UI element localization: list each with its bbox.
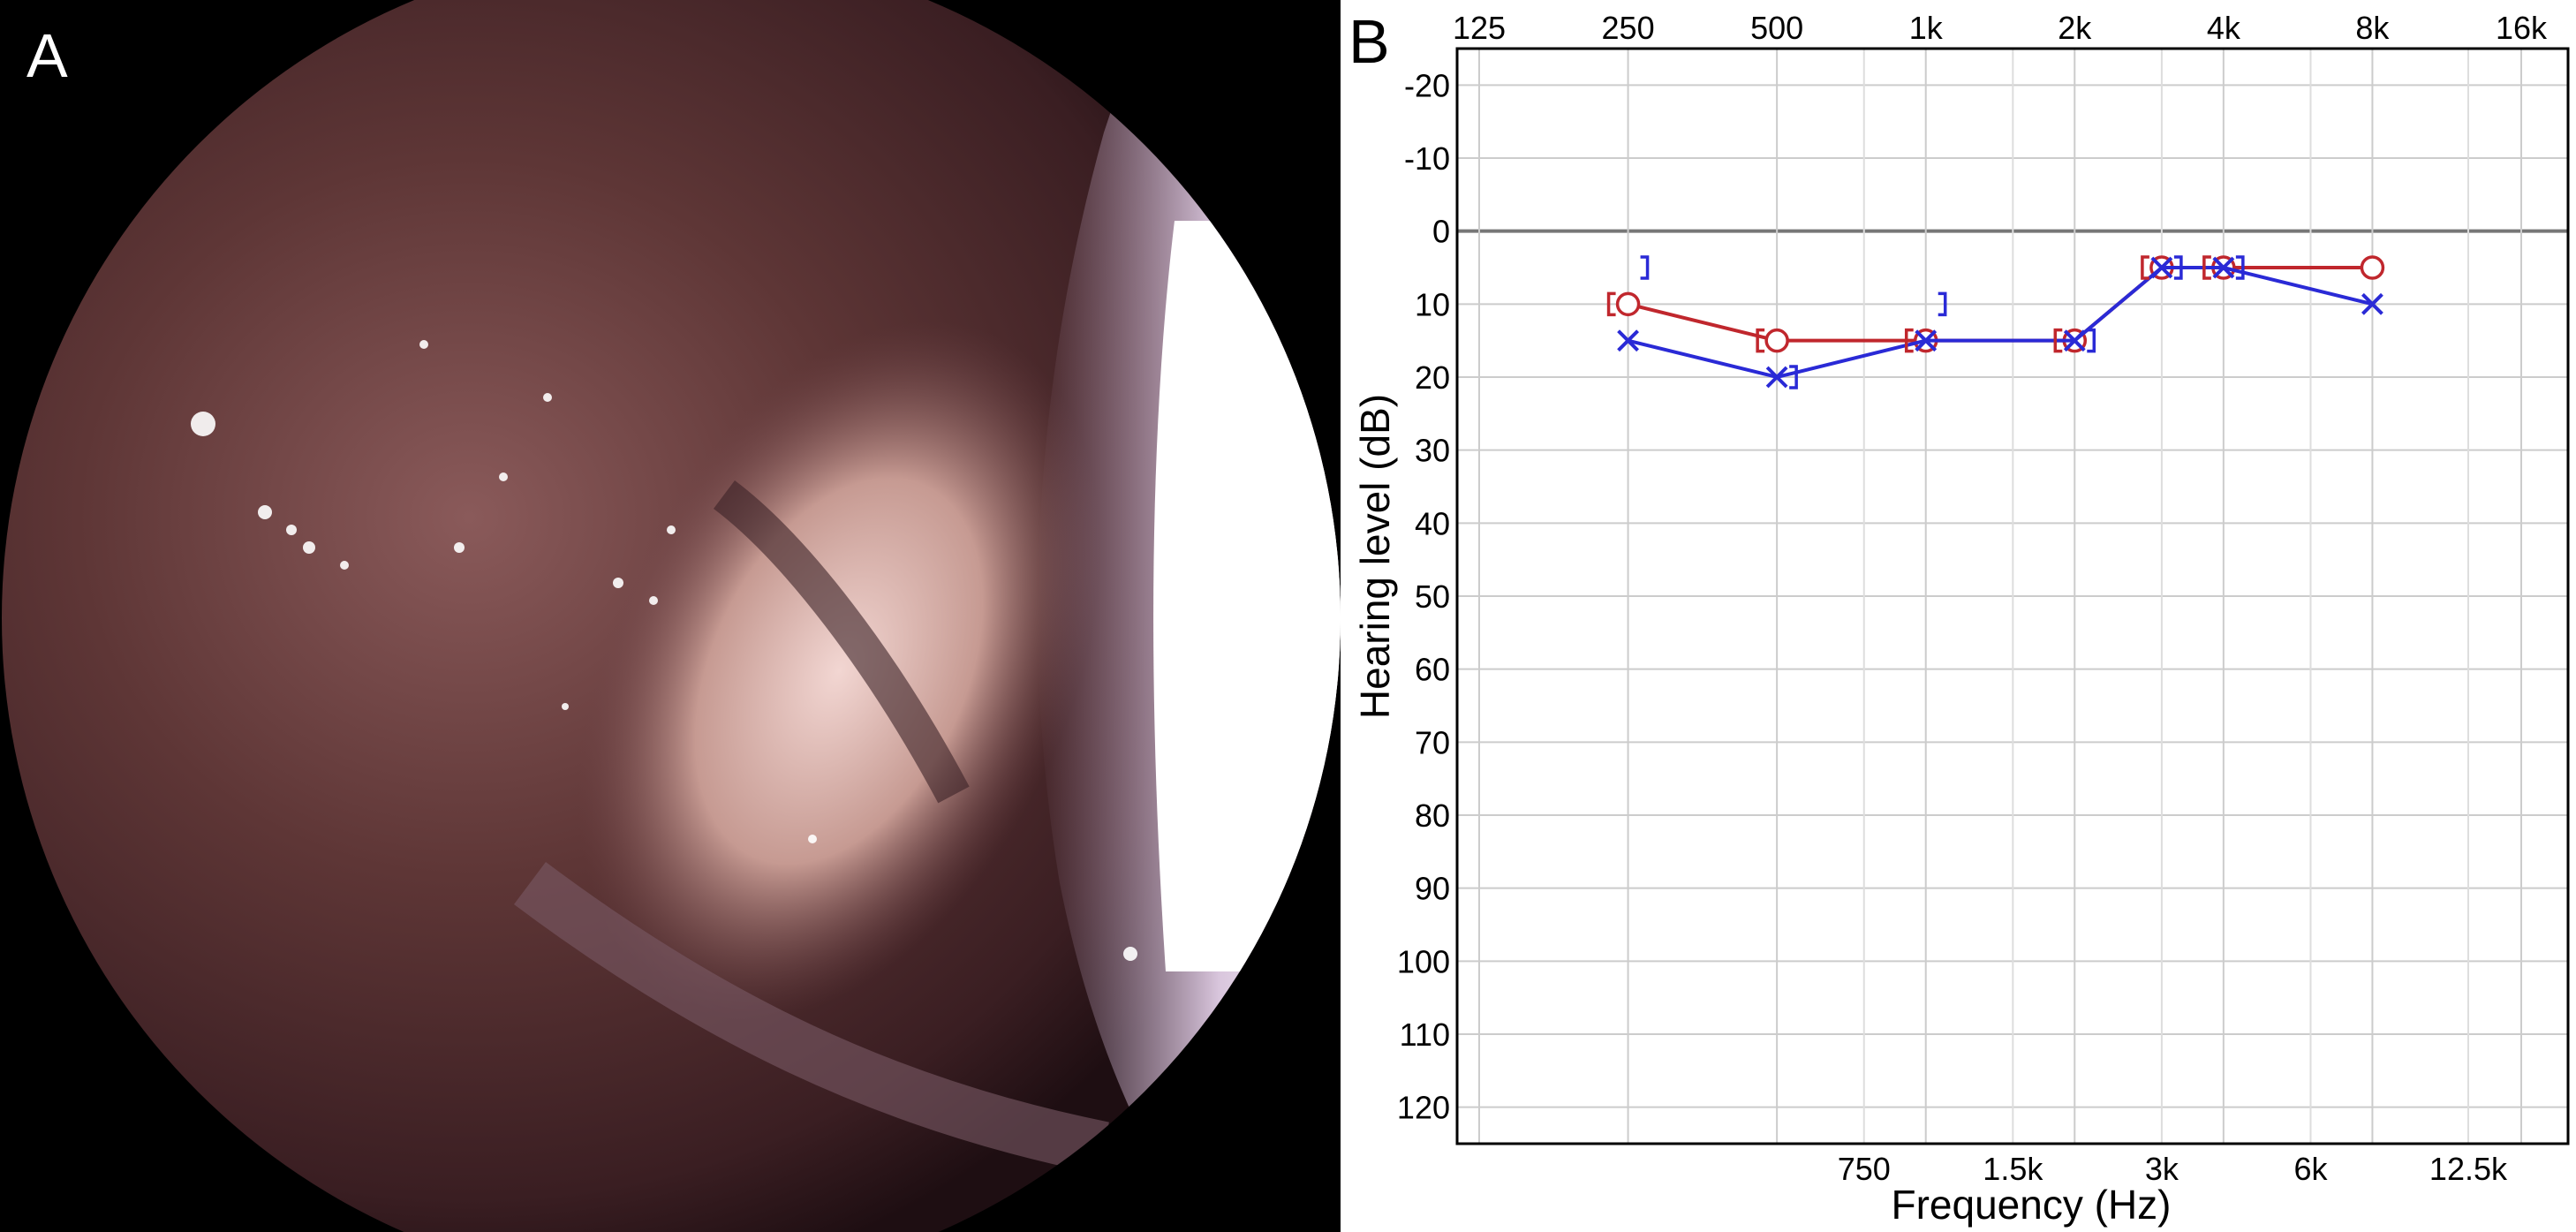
- endoscopic-photo: [0, 0, 1341, 1232]
- y-axis-label: Hearing level (dB): [1352, 393, 1398, 720]
- x-marker: [2063, 329, 2086, 352]
- y-tick-label: 10: [1415, 286, 1450, 322]
- circle-marker: [2360, 255, 2385, 280]
- bracket-right-marker: [1640, 255, 1650, 280]
- panel-b-label: B: [1348, 7, 1390, 76]
- x-marker: [2361, 292, 2383, 315]
- x-axis-label: Frequency (Hz): [1891, 1182, 2172, 1228]
- x-top-tick-label: 500: [1750, 10, 1803, 46]
- bracket-left-marker: [1904, 328, 1914, 353]
- circle-marker: [1764, 328, 1789, 353]
- x-top-tick-label: 125: [1453, 10, 1506, 46]
- data-series: [1606, 255, 2385, 389]
- x-bottom-tick-label: 3k: [2145, 1151, 2179, 1187]
- panel-a-label: A: [26, 21, 68, 90]
- y-tick-label: 80: [1415, 797, 1450, 834]
- y-tick-label: 30: [1415, 433, 1450, 469]
- y-tick-label: 60: [1415, 652, 1450, 688]
- bracket-right-marker: [2235, 255, 2245, 280]
- y-tick-label: 70: [1415, 724, 1450, 760]
- x-marker: [1765, 366, 1788, 389]
- y-tick-label: 100: [1397, 943, 1450, 979]
- x-bottom-tick-label: 12.5k: [2429, 1151, 2508, 1187]
- x-bottom-tick-label: 1.5k: [1983, 1151, 2043, 1187]
- tick-labels: -20 -10 0 10 20 30 40 50 60 70 80 90 100 110 120 125 250…: [1397, 10, 2548, 1187]
- x-marker: [2212, 256, 2235, 279]
- bracket-right-marker: [2087, 328, 2096, 353]
- x-top-tick-label: 250: [1602, 10, 1655, 46]
- y-tick-label: 50: [1415, 578, 1450, 615]
- grid: [1457, 49, 2568, 1144]
- y-tick-label: 40: [1415, 505, 1450, 541]
- bracket-left-marker: [1606, 291, 1616, 317]
- y-tick-label: -10: [1404, 140, 1450, 177]
- circle-marker: [1615, 291, 1641, 317]
- x-bottom-tick-label: 750: [1838, 1151, 1891, 1187]
- x-marker: [2150, 256, 2173, 279]
- y-tick-label: 0: [1432, 214, 1450, 250]
- x-top-tick-label: 2k: [2058, 10, 2092, 46]
- bracket-left-marker: [2141, 255, 2149, 280]
- bracket-left-marker: [2053, 328, 2063, 353]
- x-top-tick-label: 8k: [2355, 10, 2390, 46]
- x-bottom-tick-label: 6k: [2293, 1151, 2328, 1187]
- y-tick-label: 110: [1400, 1017, 1450, 1053]
- series-1-x: [1617, 256, 2383, 389]
- x-top-tick-label: 4k: [2207, 10, 2241, 46]
- x-marker: [1617, 329, 1639, 352]
- y-tick-label: 20: [1415, 359, 1450, 396]
- y-tick-label: -20: [1404, 67, 1450, 103]
- x-top-tick-label: 1k: [1909, 10, 1944, 46]
- series-2-bracket-left: [1606, 255, 2211, 353]
- bracket-left-marker: [2202, 255, 2211, 280]
- bracket-right-marker: [1938, 291, 1947, 317]
- series-line: [1628, 266, 2373, 380]
- bracket-right-marker: [2173, 255, 2183, 280]
- endoscopic-image: [2, 0, 1341, 1232]
- y-tick-label: 120: [1397, 1090, 1450, 1126]
- bracket-right-marker: [1789, 365, 1798, 389]
- bracket-left-marker: [1756, 328, 1765, 353]
- x-marker: [1915, 329, 1938, 352]
- series-3-bracket-right: [1640, 255, 2245, 389]
- plot-frame: [1455, 47, 2570, 1145]
- y-tick-label: 90: [1415, 871, 1450, 907]
- x-top-tick-label: 16k: [2496, 10, 2548, 46]
